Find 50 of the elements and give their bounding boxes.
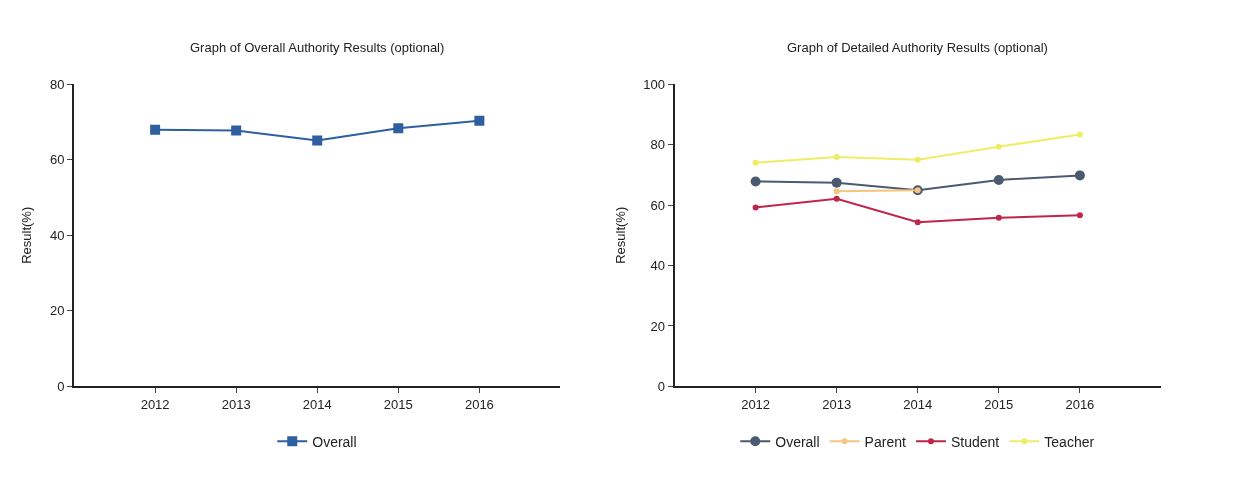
x-tick-label: 2014: [903, 397, 933, 412]
point: [995, 143, 1002, 150]
point: [752, 159, 759, 166]
chart-title: Graph of Overall Authority Results (optional): [190, 40, 445, 55]
legend-label: Teacher: [1044, 433, 1095, 450]
x-tick-label: 2013: [822, 397, 852, 412]
x-tick-label: 2015: [383, 397, 413, 412]
point: [833, 188, 840, 195]
legend-label: Overall: [775, 433, 820, 450]
y-tick-label: 0: [657, 378, 665, 394]
point: [312, 135, 323, 146]
point: [474, 115, 485, 126]
chart-title: Graph of Detailed Authority Results (optional): [787, 40, 1048, 55]
legend-label: Overall: [312, 433, 357, 450]
point: [1076, 212, 1083, 219]
x-tick-label: 2016: [464, 397, 494, 412]
y-tick-label: 20: [49, 303, 65, 319]
point: [150, 124, 161, 135]
y-axis-title: Result(%): [612, 206, 628, 264]
y-tick-label: 80: [49, 76, 65, 92]
point: [833, 195, 840, 202]
point: [1074, 170, 1085, 181]
point: [914, 219, 921, 226]
y-tick-label: 60: [49, 152, 65, 168]
point: [831, 177, 842, 188]
y-axis-title: Result(%): [19, 206, 35, 264]
y-tick-label: 100: [643, 76, 665, 92]
y-tick-label: 60: [650, 197, 665, 213]
x-tick-label: 2012: [741, 397, 771, 412]
y-tick-label: 0: [57, 378, 65, 394]
point: [231, 125, 242, 136]
y-tick-label: 40: [650, 258, 665, 274]
legend-label: Student: [950, 433, 1000, 450]
point: [993, 174, 1004, 185]
y-tick-label: 80: [650, 137, 665, 153]
point: [393, 123, 404, 134]
point: [995, 214, 1002, 221]
point: [750, 176, 761, 187]
y-tick-label: 40: [49, 227, 65, 243]
point: [1076, 131, 1083, 138]
point: [914, 156, 921, 163]
point: [752, 204, 759, 211]
x-tick-label: 2014: [302, 397, 332, 412]
y-tick-label: 20: [650, 318, 665, 334]
x-tick-label: 2012: [140, 397, 170, 412]
x-tick-label: 2015: [984, 397, 1014, 412]
legend-label: Parent: [864, 433, 906, 450]
point: [833, 153, 840, 160]
x-tick-label: 2013: [221, 397, 251, 412]
x-tick-label: 2016: [1065, 397, 1095, 412]
